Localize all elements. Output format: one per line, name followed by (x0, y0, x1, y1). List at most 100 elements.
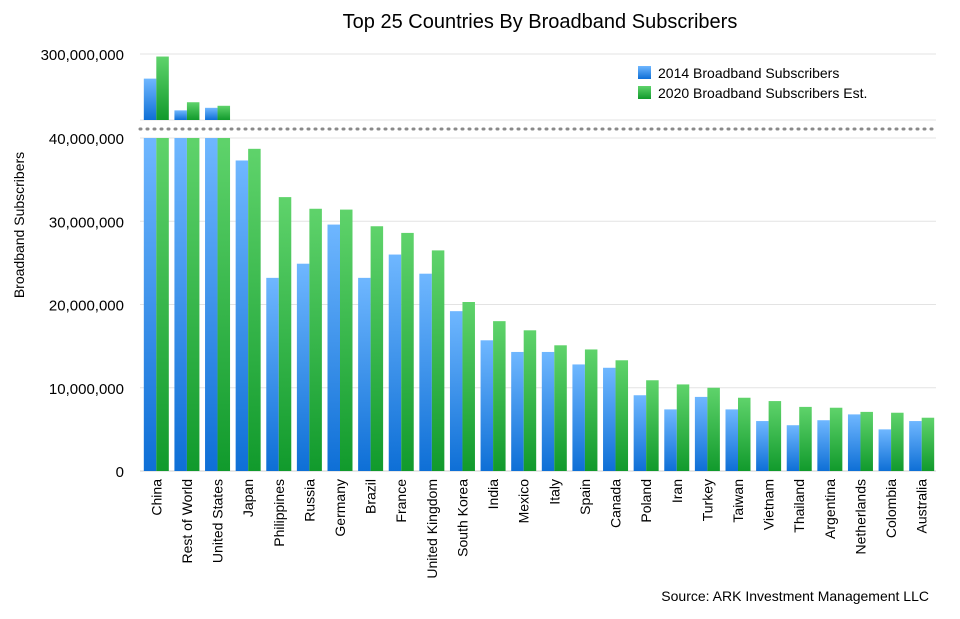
bars (143, 56, 935, 472)
x-tick-label: Thailand (791, 479, 807, 533)
x-tick-label: Iran (669, 479, 685, 503)
bar-2014 (878, 429, 892, 471)
bar-2020 (431, 250, 445, 471)
x-tick-label: Australia (914, 479, 930, 534)
bar-2020 (156, 138, 169, 471)
y-tick-label: 10,000,000 (49, 381, 124, 398)
x-tick-label: Canada (608, 479, 624, 528)
bar-2014 (541, 351, 555, 471)
bar-2014-upper (174, 110, 187, 120)
bar-2020 (462, 302, 475, 471)
x-tick-label: South Korea (454, 479, 470, 557)
x-tick-label: Taiwan (730, 479, 746, 523)
x-tick-label: Netherlands (852, 479, 868, 555)
bar-2020-upper (186, 102, 200, 120)
x-axis-labels: China Rest of World United States Japan Phil… (148, 479, 929, 579)
source-note: Source: ARK Investment Management LLC (661, 588, 929, 604)
bar-2014 (572, 364, 585, 471)
bar-2020 (768, 401, 782, 471)
bar-2014 (205, 138, 218, 471)
bar-2014-upper (205, 107, 218, 120)
bar-2020 (584, 349, 598, 471)
bar-2014 (725, 409, 738, 471)
bar-2014 (449, 311, 463, 471)
bar-2020 (738, 397, 751, 471)
bar-2020 (340, 209, 353, 471)
bar-2020-upper (156, 56, 169, 120)
x-tick-label: Vietnam (761, 479, 777, 530)
x-tick-label: United States (210, 479, 226, 563)
bar-2020 (646, 380, 659, 471)
x-tick-label: Turkey (699, 479, 715, 521)
bar-2014 (266, 277, 279, 471)
bar-2020 (615, 360, 629, 471)
bar-2020 (278, 197, 292, 472)
bar-2014 (327, 224, 340, 471)
x-tick-label: Rest of World (179, 479, 195, 564)
x-tick-label: France (393, 479, 409, 523)
x-tick-label: Mexico (516, 479, 532, 524)
bar-2014 (756, 421, 769, 471)
bar-2020 (401, 232, 414, 471)
bar-2020 (829, 407, 843, 471)
bar-2020 (707, 387, 720, 471)
y-axis-ticks: 0 10,000,000 20,000,000 30,000,000 40,000,00… (41, 47, 124, 481)
bar-2014 (235, 160, 249, 472)
bar-2014-upper (143, 78, 157, 120)
x-tick-label: Russia (301, 479, 317, 522)
bar-2014 (633, 395, 647, 471)
y-tick-label: 30,000,000 (49, 214, 124, 231)
chart-title: Top 25 Countries By Broadband Subscriber… (343, 11, 738, 33)
y-tick-label: 40,000,000 (49, 131, 124, 148)
x-tick-label: Poland (638, 479, 654, 523)
bar-2014 (694, 396, 708, 471)
legend-label-2014: 2014 Broadband Subscribers (658, 65, 839, 81)
x-tick-label: Argentina (822, 479, 838, 539)
y-axis-label: Broadband Subscribers (11, 152, 27, 298)
legend-label-2020: 2020 Broadband Subscribers Est. (658, 85, 867, 101)
bar-2014 (817, 420, 830, 471)
bar-2014 (388, 254, 402, 471)
bar-2014 (909, 421, 922, 471)
x-tick-label: United Kingdom (424, 479, 440, 579)
x-tick-label: Brazil (363, 479, 379, 514)
bar-2020 (493, 321, 506, 471)
bar-2014 (603, 367, 616, 471)
x-tick-label: Italy (546, 479, 562, 505)
x-tick-label: Colombia (883, 479, 899, 538)
bar-2014 (786, 425, 800, 471)
x-tick-label: India (485, 479, 501, 510)
bar-2020 (921, 417, 935, 471)
legend-swatch-2014 (638, 66, 651, 79)
bar-2020 (799, 406, 812, 471)
x-tick-label: Japan (240, 479, 256, 517)
bar-2020 (309, 208, 322, 471)
bar-2020 (860, 411, 873, 471)
bar-2014 (664, 409, 677, 471)
bar-2020 (676, 384, 690, 471)
bar-2014 (480, 340, 494, 471)
bar-2020-upper (217, 105, 231, 120)
x-tick-label: Philippines (271, 479, 287, 547)
y-tick-label: 20,000,000 (49, 298, 124, 315)
bar-2014 (847, 414, 861, 471)
bar-2014 (174, 138, 187, 471)
legend: 2014 Broadband Subscribers 2020 Broadban… (638, 65, 867, 101)
bar-2020 (523, 330, 537, 471)
y-tick-label: 300,000,000 (41, 47, 124, 64)
bar-2014 (143, 138, 157, 471)
bar-2020 (370, 226, 384, 471)
bar-2020 (554, 345, 567, 471)
y-tick-label: 0 (116, 464, 124, 481)
x-tick-label: Germany (332, 479, 348, 537)
bar-2014 (511, 351, 524, 471)
bar-2014 (419, 273, 432, 471)
legend-swatch-2020 (638, 86, 651, 99)
bar-2014 (358, 277, 371, 471)
bar-2020 (891, 412, 904, 471)
bar-2014 (296, 263, 310, 471)
x-tick-label: China (148, 479, 164, 516)
x-tick-label: Spain (577, 479, 593, 515)
bar-2020 (186, 138, 200, 471)
